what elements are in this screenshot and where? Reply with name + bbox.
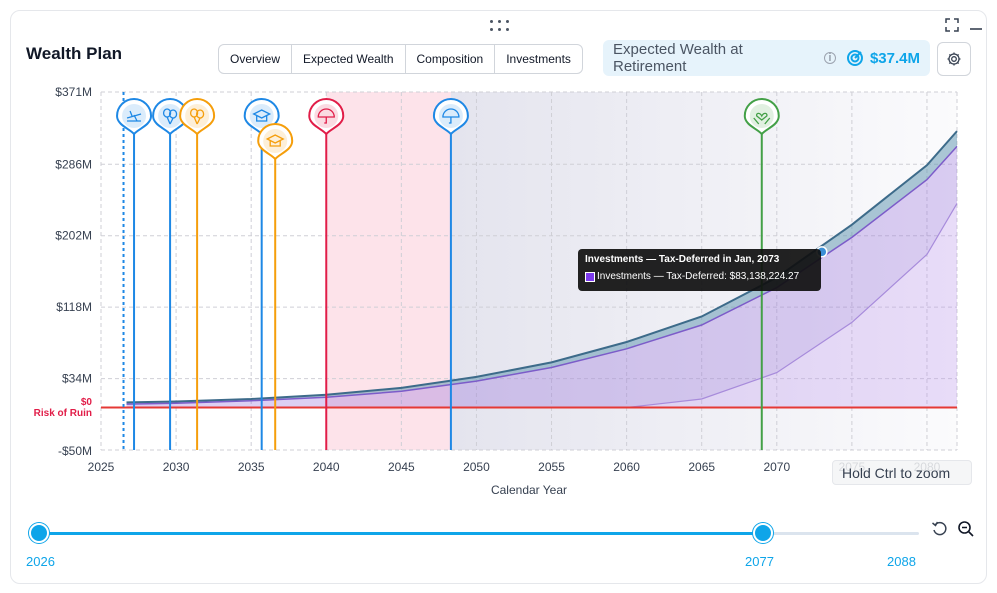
reset-zoom-icon[interactable] <box>931 520 949 538</box>
year-range-slider[interactable] <box>29 523 919 543</box>
x-tick-label: 2030 <box>163 460 190 474</box>
x-tick-label: 2035 <box>238 460 265 474</box>
minimize-icon[interactable] <box>969 18 983 32</box>
tooltip-title: Investments — Tax-Deferred in Jan, 2073 <box>585 254 780 265</box>
x-tick-label: 2025 <box>88 460 115 474</box>
x-tick-label: 2055 <box>538 460 565 474</box>
x-tick-label: 2050 <box>463 460 490 474</box>
series-area <box>126 146 957 408</box>
retirement-kpi: Expected Wealth at Retirement i $37.4M <box>603 40 930 76</box>
graduation-cap-icon <box>265 134 285 147</box>
pin-badge <box>314 104 339 128</box>
tab-composition[interactable]: Composition <box>406 45 496 73</box>
milestone-pin[interactable] <box>116 98 153 136</box>
zoom-hint: Hold Ctrl to zoom <box>832 460 972 485</box>
tooltip-swatch <box>585 271 595 282</box>
kpi-label: Expected Wealth at Retirement <box>613 41 743 75</box>
pin-badge <box>438 104 463 128</box>
slider-value-label: 2077 <box>745 554 774 569</box>
fullscreen-icon[interactable] <box>945 18 959 32</box>
milestone-pin[interactable] <box>432 98 469 136</box>
risk-of-ruin-label: Risk of Ruin <box>34 408 92 419</box>
series-line <box>126 130 958 404</box>
milestone-pin[interactable] <box>257 123 294 161</box>
pin-marker <box>257 123 294 161</box>
graduation-cap-icon <box>252 109 272 122</box>
tab-investments[interactable]: Investments <box>506 52 571 66</box>
slider-start-thumb[interactable] <box>29 523 49 543</box>
tooltip-value: Investments — Tax-Deferred: $83,138,224.… <box>597 271 800 282</box>
milestone-pin[interactable] <box>179 98 216 136</box>
plane-icon <box>126 110 142 122</box>
milestone-pin[interactable] <box>743 98 780 136</box>
milestone-pin[interactable] <box>308 98 345 136</box>
series-line <box>126 145 958 405</box>
slider-min-label: 2026 <box>26 554 55 569</box>
gear-icon <box>947 52 961 66</box>
kpi-value: $37.4M <box>869 49 920 67</box>
balloons-icon <box>162 108 178 125</box>
y-tick-label: $34M <box>62 372 92 386</box>
tab-overview[interactable]: Overview <box>219 45 293 73</box>
tab-expected-wealth[interactable]: Expected Wealth <box>292 45 406 73</box>
pin-badge <box>263 129 288 153</box>
x-tick-label: 2040 <box>313 460 340 474</box>
drag-handle-icon[interactable] <box>490 20 510 34</box>
y-tick-label: $202M <box>55 229 92 243</box>
balloons-icon <box>189 108 205 125</box>
series-area <box>126 203 957 408</box>
x-axis-label: Calendar Year <box>491 483 567 497</box>
slider-fill <box>39 532 763 535</box>
y-tick-label: -$50M <box>58 444 92 458</box>
info-icon[interactable]: i <box>824 52 836 64</box>
slider-end-thumb[interactable] <box>752 523 773 543</box>
pin-badge <box>249 104 274 128</box>
risk-value-label: $0 <box>81 397 93 408</box>
umbrella-icon <box>442 108 460 124</box>
milestone-pin[interactable] <box>152 98 189 136</box>
view-tabs: Overview Expected Wealth Composition Inv… <box>218 44 583 74</box>
heart-hands-icon <box>753 112 771 125</box>
y-tick-label: $118M <box>56 300 92 314</box>
chart-tooltip: Investments — Tax-Deferred in Jan, 2073 … <box>578 249 821 291</box>
settings-button[interactable] <box>937 42 971 76</box>
zoom-out-icon[interactable] <box>957 520 975 538</box>
x-tick-label: 2045 <box>388 460 415 474</box>
x-tick-label: 2060 <box>613 460 640 474</box>
target-icon <box>846 50 863 66</box>
y-tick-label: $286M <box>55 157 92 171</box>
y-tick-label: $371M <box>55 85 92 99</box>
x-tick-label: 2065 <box>688 460 715 474</box>
page-title: Wealth Plan <box>26 44 123 63</box>
x-tick-label: 2070 <box>763 460 790 474</box>
umbrella-icon <box>317 108 335 124</box>
slider-max-label: 2088 <box>887 554 916 569</box>
